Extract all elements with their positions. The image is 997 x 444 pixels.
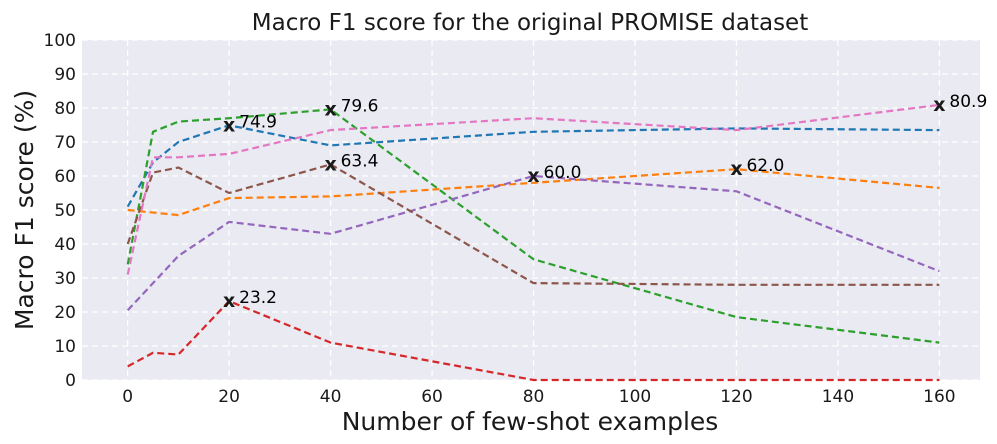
y-tick-label: 50 bbox=[54, 201, 76, 221]
y-tick-label: 80 bbox=[54, 99, 76, 119]
data-label: 80.9 bbox=[949, 92, 987, 112]
plot-area bbox=[82, 40, 980, 380]
annotation-layer: x 74.9x 79.6x 63.4x 60.0 x 62.0x 80.9x 23.2 bbox=[223, 92, 987, 312]
y-tick-label: 40 bbox=[54, 235, 76, 255]
x-tick-label: 80 bbox=[523, 387, 545, 407]
x-tick-label: 100 bbox=[619, 387, 651, 407]
max-marker: x bbox=[933, 94, 945, 116]
y-tick-label: 0 bbox=[65, 371, 76, 391]
y-tick-label: 10 bbox=[54, 337, 76, 357]
y-axis-label: Macro F1 score (%) bbox=[10, 90, 39, 330]
y-tick-label: 100 bbox=[44, 31, 76, 51]
data-label: 63.4 bbox=[341, 151, 379, 171]
max-marker: x bbox=[223, 114, 235, 136]
series-line-3 bbox=[127, 299, 940, 382]
series-line-1 bbox=[127, 168, 940, 217]
x-tick-label: 20 bbox=[218, 387, 240, 407]
data-label: 79.6 bbox=[341, 96, 379, 116]
data-label: 23.2 bbox=[239, 288, 277, 308]
max-marker: x bbox=[527, 165, 539, 187]
x-tick-label: 40 bbox=[320, 387, 342, 407]
y-tick-label: 20 bbox=[54, 303, 76, 323]
x-tick-label: 160 bbox=[923, 387, 955, 407]
max-marker: x bbox=[730, 158, 742, 180]
series-layer bbox=[126, 103, 940, 382]
x-tick-label: 60 bbox=[421, 387, 443, 407]
max-marker: x bbox=[324, 153, 336, 175]
chart-title: Macro F1 score for the original PROMISE … bbox=[252, 10, 808, 36]
data-label: 60.0 bbox=[544, 163, 582, 183]
series-line-5 bbox=[126, 163, 940, 286]
y-tick-label: 60 bbox=[54, 167, 76, 187]
x-tick-label: 120 bbox=[720, 387, 752, 407]
data-label: 74.9 bbox=[239, 112, 277, 132]
series-line-2 bbox=[126, 108, 940, 344]
max-marker: x bbox=[324, 98, 336, 120]
series-line-6 bbox=[126, 103, 940, 275]
data-label: 62.0 bbox=[746, 156, 784, 176]
series-line-0 bbox=[126, 124, 940, 208]
tick-labels: 0 20 40 60 80 100 120 140 160 0 10 20 30 40 50 60 70 80 90… bbox=[44, 31, 956, 407]
y-tick-label: 70 bbox=[54, 133, 76, 153]
series-line-4 bbox=[126, 174, 940, 312]
grid bbox=[82, 39, 980, 381]
max-marker: x bbox=[223, 290, 235, 312]
y-tick-label: 30 bbox=[54, 269, 76, 289]
y-tick-label: 90 bbox=[54, 65, 76, 85]
x-tick-label: 140 bbox=[822, 387, 854, 407]
x-axis-label: Number of few-shot examples bbox=[342, 407, 719, 436]
x-tick-label: 0 bbox=[122, 387, 133, 407]
